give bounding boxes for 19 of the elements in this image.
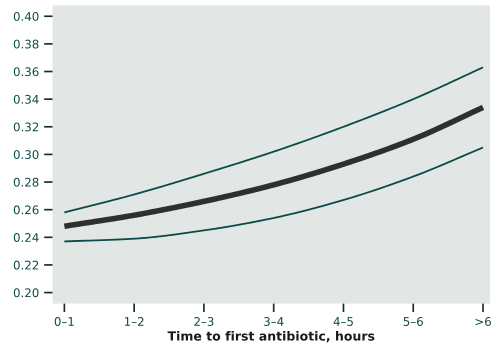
x-tick-label: >6 xyxy=(476,317,491,326)
y-tick-label: 0.34 xyxy=(14,94,39,104)
y-tick-label: 0.26 xyxy=(14,205,39,214)
x-tick-label: 2–3 xyxy=(194,317,214,326)
y-tick-label: 0.24 xyxy=(14,233,39,242)
y-tick-label: 0.38 xyxy=(14,40,38,49)
y-tick-label: 0.40 xyxy=(14,12,39,21)
x-tick-label: 1–2 xyxy=(124,317,144,326)
y-tick-label: 0.32 xyxy=(14,122,38,132)
x-tick-label: 0–1 xyxy=(54,317,74,326)
y-tick-label: 0.30 xyxy=(14,150,39,160)
x-tick-label: 5–6 xyxy=(404,317,423,326)
x-axis-title: Time to first antibiotic, hours xyxy=(168,331,374,342)
y-tick-label: 0.36 xyxy=(14,67,39,76)
y-tick-label: 0.22 xyxy=(14,260,38,270)
x-tick-label: 4–5 xyxy=(334,317,353,326)
y-tick-label: 0.28 xyxy=(14,178,38,187)
x-tick-label: 3–4 xyxy=(264,317,284,326)
y-tick-label: 0.20 xyxy=(14,288,39,298)
